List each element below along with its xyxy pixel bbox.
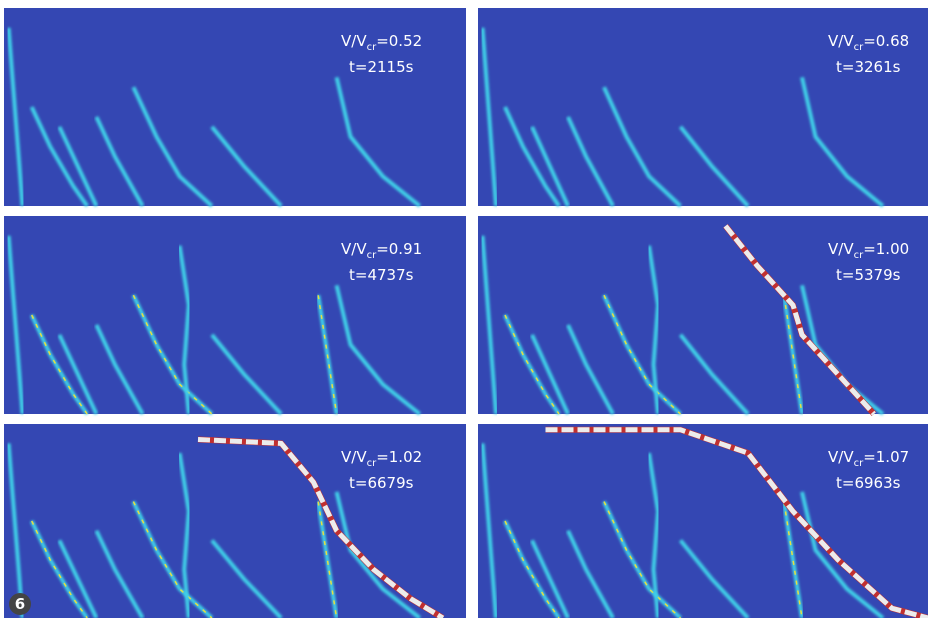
panel-image [478, 216, 928, 414]
crack [131, 86, 214, 208]
ratio-value: =0.91 [376, 240, 422, 258]
ratio-base: V/V [341, 448, 367, 466]
ratio-value: =0.52 [376, 32, 422, 50]
ratio-subscript: cr [854, 42, 864, 53]
ratio-value: =1.02 [376, 448, 422, 466]
crack [334, 76, 422, 208]
panel: V/Vcr=1.07 t=6963s [478, 424, 928, 618]
ratio-base: V/V [341, 240, 367, 258]
time-label: t=2115s [349, 58, 414, 76]
ratio-subscript: cr [367, 250, 377, 261]
crack [210, 333, 283, 416]
time-label: t=6679s [349, 474, 414, 492]
crack [678, 333, 750, 416]
crack-white [723, 224, 876, 416]
crack [480, 443, 498, 618]
ratio-base: V/V [828, 32, 854, 50]
panel: V/Vcr=0.68 t=3261s [478, 8, 928, 208]
crack-core [504, 520, 560, 618]
crack-core [31, 314, 88, 415]
crack [6, 443, 25, 618]
velocity-ratio: V/Vcr=0.91 [341, 240, 422, 261]
panel: V/Vcr=0.52 t=2115s [4, 8, 466, 208]
crack [480, 235, 498, 415]
crack [782, 501, 804, 618]
ratio-subscript: cr [367, 42, 377, 53]
panel-image [478, 424, 928, 618]
crack [94, 529, 145, 618]
crack [647, 245, 661, 415]
crack [210, 125, 283, 208]
badge-label: 6 [15, 595, 25, 613]
velocity-ratio: V/Vcr=1.00 [828, 240, 909, 261]
crack [29, 106, 89, 208]
time-label: t=3261s [836, 58, 901, 76]
crack [566, 116, 615, 207]
crack [94, 116, 145, 207]
crack [602, 86, 682, 208]
crack [566, 529, 615, 618]
crack-core [603, 294, 682, 415]
crack [602, 500, 682, 618]
crack [678, 125, 750, 208]
crack [334, 491, 422, 618]
time-label: t=4737s [349, 266, 414, 284]
crack-core [317, 295, 338, 415]
panel-image [478, 8, 928, 206]
ratio-subscript: cr [854, 250, 864, 261]
crack [800, 491, 885, 618]
velocity-ratio: V/Vcr=1.02 [341, 448, 422, 469]
crack [57, 539, 99, 618]
ratio-value: =1.00 [863, 240, 909, 258]
time-label: t=6963s [836, 474, 901, 492]
badge [9, 593, 31, 615]
crack [566, 324, 615, 415]
crack [94, 324, 145, 415]
velocity-ratio: V/Vcr=0.52 [341, 32, 422, 53]
crack [6, 27, 25, 207]
crack-white [197, 437, 445, 618]
ratio-value: =0.68 [863, 32, 909, 50]
panel: V/Vcr=1.00 t=5379s [478, 216, 928, 417]
ratio-subscript: cr [367, 458, 377, 469]
crack-core [31, 520, 88, 618]
crack [210, 539, 283, 618]
crack [57, 125, 99, 207]
crack [647, 452, 661, 618]
velocity-ratio: V/Vcr=1.07 [828, 448, 909, 469]
panel: V/Vcr=0.91 t=4737s [4, 216, 466, 416]
crack [503, 106, 561, 208]
crack [177, 452, 191, 618]
crack-core [504, 314, 560, 415]
crack [530, 333, 570, 415]
crack-white [545, 427, 928, 618]
crack [6, 235, 25, 415]
crack-core [132, 294, 213, 415]
crack [57, 333, 99, 415]
crack [530, 125, 570, 207]
time-label: t=5379s [836, 266, 901, 284]
crack [480, 27, 498, 207]
ratio-base: V/V [341, 32, 367, 50]
ratio-value: =1.07 [863, 448, 909, 466]
crack [678, 539, 750, 618]
ratio-base: V/V [828, 448, 854, 466]
panel: V/Vcr=1.02 t=6679s [4, 424, 466, 618]
crack [800, 76, 885, 208]
crack [334, 284, 422, 416]
crack [530, 539, 570, 618]
velocity-ratio: V/Vcr=0.68 [828, 32, 909, 53]
ratio-subscript: cr [854, 458, 864, 469]
crack-core [783, 295, 803, 415]
crack [316, 501, 339, 618]
crack-core [132, 501, 213, 618]
ratio-base: V/V [828, 240, 854, 258]
crack [177, 245, 191, 415]
